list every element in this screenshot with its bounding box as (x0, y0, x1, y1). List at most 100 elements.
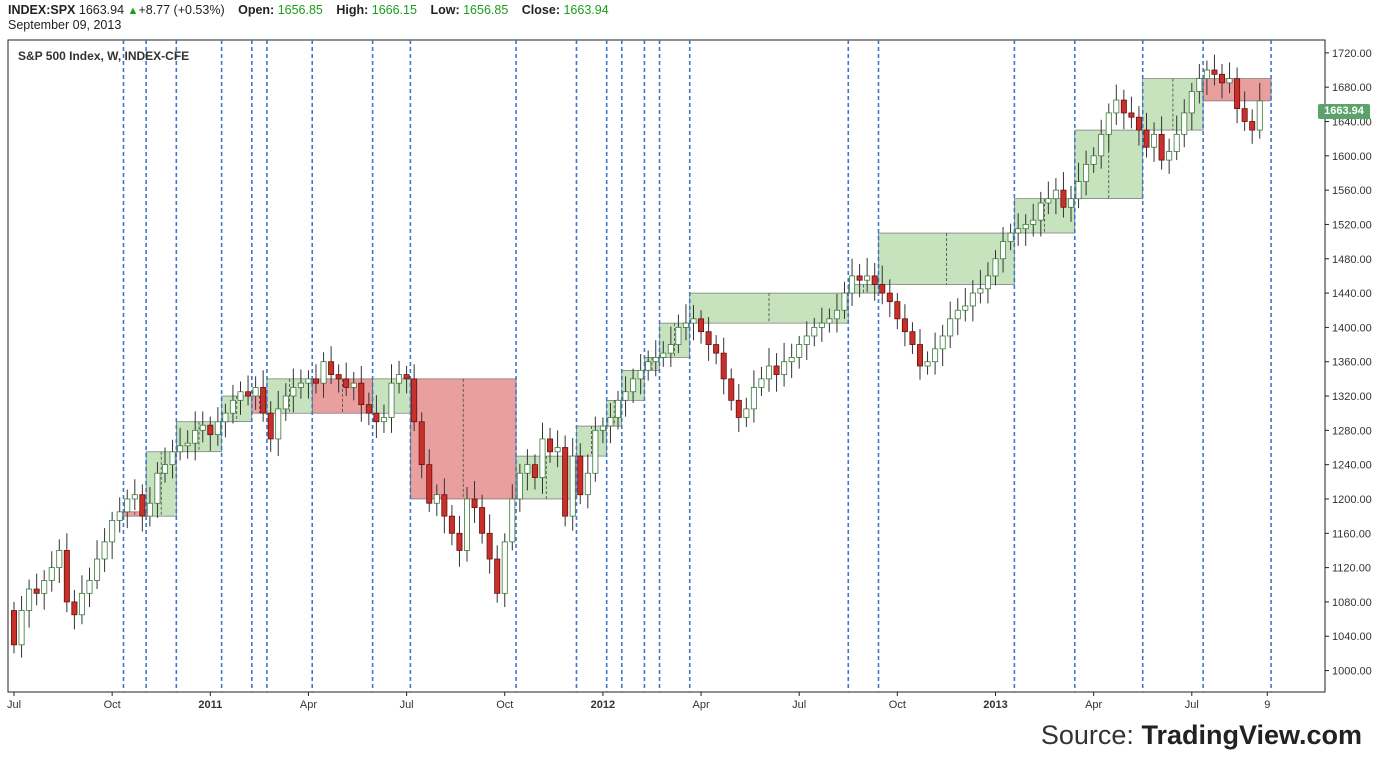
candle-body (939, 335, 946, 350)
candle-body (615, 399, 622, 418)
candle-body (524, 464, 531, 474)
candle-body (630, 378, 637, 393)
candle-body (531, 464, 538, 478)
candle-body (388, 382, 395, 418)
x-tick-label: Jul (400, 699, 414, 711)
x-tick-label: Oct (496, 699, 513, 711)
candle-body (290, 387, 297, 397)
y-axis: 1000.00 1040.00 1080.00 1120.00 1160.00 1200.… (1325, 48, 1372, 678)
y-tick-label: 1320.00 (1332, 391, 1372, 403)
candle-body (1226, 78, 1233, 84)
y-tick-label: 1280.00 (1332, 425, 1372, 437)
candle-body (1007, 232, 1014, 243)
candle-body (456, 532, 463, 551)
candle-body (335, 374, 342, 380)
candle-body (1015, 228, 1022, 234)
candle-body (486, 532, 493, 560)
candle-body (818, 322, 825, 328)
candle-body (1075, 181, 1082, 200)
last-price: 1663.94 (78, 3, 125, 17)
candle-body (494, 558, 501, 594)
candle-body (682, 322, 689, 328)
candle-body (380, 417, 387, 423)
candle-body (1113, 99, 1120, 114)
candle-body (1219, 73, 1226, 84)
candle-body (554, 447, 561, 453)
candle-body (237, 391, 244, 401)
candle-body (773, 365, 780, 375)
symbol-header: INDEX:SPX 1663.94 ▲+8.77 (+0.53%) Open: … (8, 2, 609, 19)
candle-body (954, 309, 961, 320)
candle-body (267, 412, 274, 440)
candle-body (569, 455, 576, 517)
y-tick-label: 1360.00 (1332, 357, 1372, 369)
y-tick-label: 1400.00 (1332, 322, 1372, 334)
candle-body (977, 288, 984, 294)
candle-body (856, 275, 863, 281)
y-tick-label: 1240.00 (1332, 460, 1372, 472)
candle-body (1083, 163, 1090, 182)
candle-body (1090, 155, 1097, 165)
candle-body (917, 344, 924, 367)
source-brand: TradingView.com (1141, 720, 1362, 750)
candle-body (229, 399, 236, 414)
candle-body (63, 550, 70, 603)
candle-body (690, 318, 697, 324)
candle-body (116, 511, 123, 521)
candles (10, 54, 1263, 658)
candle-body (320, 361, 327, 384)
low-label: Low: (430, 3, 460, 17)
symbol-name: INDEX:SPX (8, 3, 76, 17)
candle-body (373, 412, 380, 423)
y-tick-label: 1000.00 (1332, 666, 1372, 678)
candle-body (18, 610, 25, 646)
candle-body (252, 387, 259, 397)
candle-body (441, 494, 448, 517)
candle-body (849, 275, 856, 294)
candle-body (1037, 202, 1044, 221)
candle-body (901, 318, 908, 333)
candle-body (1196, 78, 1203, 92)
candle-body (214, 421, 221, 436)
candle-body (1211, 69, 1218, 75)
candle-body (396, 374, 403, 384)
y-tick-label: 1080.00 (1332, 597, 1372, 609)
candle-body (1045, 198, 1052, 204)
plot-frame (7, 39, 1326, 693)
y-tick-label: 1160.00 (1332, 528, 1371, 540)
y-tick-label: 1040.00 (1332, 631, 1372, 643)
period-dividers (122, 40, 1272, 692)
candle-body (509, 498, 516, 543)
candle-body (864, 275, 871, 281)
candle-body (26, 588, 33, 611)
candle-body (826, 318, 833, 324)
candle-body (328, 361, 335, 375)
candle-body (358, 382, 365, 406)
y-tick-label: 1680.00 (1332, 82, 1372, 94)
y-tick-label: 1520.00 (1332, 219, 1372, 231)
candle-body (720, 352, 727, 380)
candle-body (781, 361, 788, 375)
candle-body (1188, 91, 1195, 114)
candle-body (1000, 241, 1007, 260)
candle-body (479, 507, 486, 534)
candle-body (766, 365, 773, 380)
candle-body (1022, 224, 1029, 230)
candle-body (199, 424, 206, 431)
x-tick-label: Apr (692, 699, 709, 711)
high-value: 1666.15 (371, 3, 417, 17)
candle-body (48, 567, 55, 581)
candle-body (841, 292, 848, 311)
candle-body (275, 408, 282, 440)
candle-body (909, 331, 916, 345)
source-prefix: Source: (1040, 720, 1142, 750)
candle-body (169, 451, 176, 466)
x-tick-label: Jul (7, 699, 21, 711)
candle-body (260, 387, 267, 414)
candle-body (622, 391, 629, 401)
candle-body (365, 404, 372, 414)
candle-body (131, 494, 138, 500)
candle-body (10, 610, 17, 646)
candle-body (124, 498, 131, 513)
